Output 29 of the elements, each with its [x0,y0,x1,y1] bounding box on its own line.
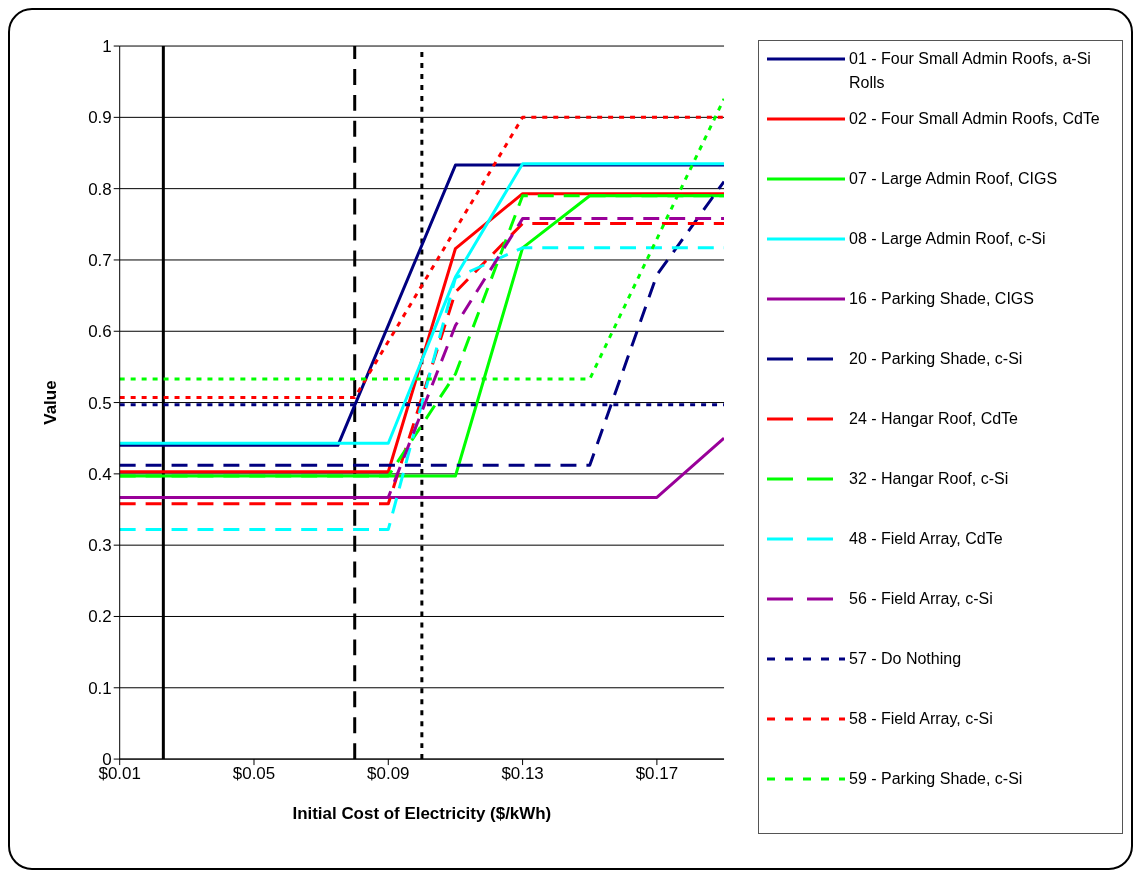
y-tick-label: 0.7 [88,250,112,270]
legend-label: 56 - Field Array, c-Si [849,589,994,609]
x-tick-label: $0.09 [367,764,410,784]
legend-label: 08 - Large Admin Roof, c-Si [849,229,1047,249]
y-tick-label: 0.4 [88,464,112,484]
legend-label: 24 - Hangar Roof, CdTe [849,409,1019,429]
y-tick-label: 0.1 [88,678,112,698]
legend-label: 07 - Large Admin Roof, CIGS [849,169,1059,189]
legend-label: 48 - Field Array, CdTe [849,529,1004,549]
legend-label: 32 - Hangar Roof, c-Si [849,469,1010,489]
legend-label: 02 - Four Small Admin Roofs, CdTe [849,109,1101,129]
x-tick-label: $0.13 [501,764,544,784]
y-tick-label: 0.8 [88,179,112,199]
y-tick-label: 0.2 [88,607,112,627]
y-tick-label: 0.3 [88,536,112,556]
x-tick-label: $0.05 [232,764,276,784]
y-tick-label: 1 [102,37,112,57]
legend-label: 59 - Parking Shade, c-Si [849,769,1024,789]
legend-label: 01 - Four Small Admin Roofs, a-Si Rolls [849,49,1092,93]
legend-label: 58 - Field Array, c-Si [849,709,994,729]
y-tick-label: 0.5 [88,393,112,413]
legend-label: 20 - Parking Shade, c-Si [849,349,1024,369]
x-axis-title: Initial Cost of Electricity ($/kWh) [292,803,552,823]
y-tick-label: 0.9 [88,108,112,128]
y-axis-title: Value [40,380,60,425]
legend-label: 57 - Do Nothing [849,649,963,669]
y-tick-label: 0.6 [88,322,112,342]
x-tick-label: $0.17 [635,764,679,784]
legend-label: 16 - Parking Shade, CIGS [849,289,1035,309]
